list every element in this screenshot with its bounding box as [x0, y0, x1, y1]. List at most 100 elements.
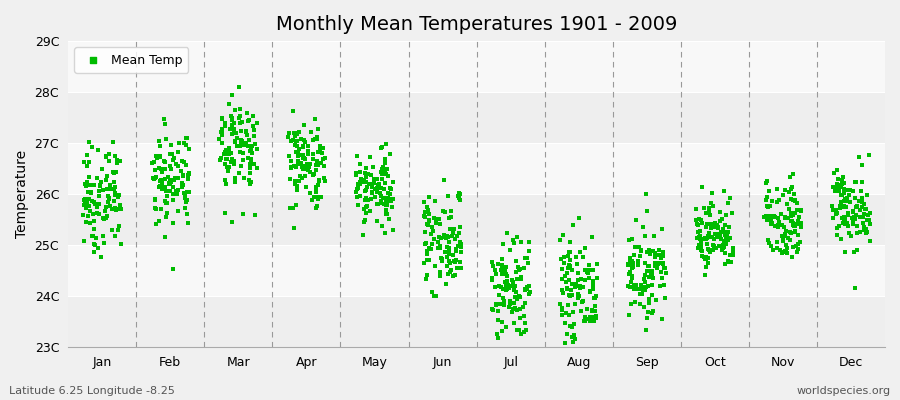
Point — [171, 175, 185, 181]
Point — [563, 239, 578, 245]
Point — [563, 292, 578, 299]
Point — [644, 310, 659, 316]
Point — [179, 135, 194, 141]
Point — [105, 169, 120, 176]
Point — [571, 295, 585, 302]
Point — [78, 183, 93, 190]
Point — [848, 195, 862, 201]
Point — [92, 210, 106, 217]
Point — [428, 220, 443, 226]
Point — [358, 164, 373, 171]
Point — [495, 264, 509, 271]
Point — [783, 237, 797, 243]
Point — [88, 235, 103, 241]
Point — [827, 170, 842, 176]
Point — [227, 158, 241, 164]
Point — [297, 155, 311, 161]
Point — [695, 253, 709, 259]
Point — [624, 279, 638, 285]
Point — [351, 201, 365, 208]
Point — [231, 84, 246, 91]
Point — [179, 161, 194, 168]
Point — [282, 130, 296, 136]
Point — [498, 278, 512, 285]
Point — [76, 202, 91, 208]
Point — [693, 233, 707, 239]
Point — [842, 230, 857, 236]
Point — [855, 179, 869, 185]
Point — [590, 314, 604, 321]
Point — [704, 220, 718, 227]
Point — [301, 143, 315, 150]
Point — [227, 161, 241, 168]
Point — [353, 161, 367, 167]
Point — [765, 198, 779, 204]
Point — [147, 158, 161, 165]
Point — [787, 223, 801, 230]
Point — [851, 154, 866, 160]
Point — [784, 210, 798, 217]
Point — [498, 268, 512, 274]
Point — [375, 222, 390, 229]
Point — [775, 234, 789, 241]
Point — [219, 147, 233, 154]
Point — [830, 232, 844, 238]
Point — [586, 286, 600, 292]
Point — [634, 285, 648, 292]
Point — [166, 157, 180, 163]
Point — [825, 214, 840, 221]
Point — [654, 255, 669, 261]
Point — [436, 234, 451, 240]
Point — [791, 232, 806, 238]
Point — [178, 192, 193, 199]
Point — [502, 247, 517, 254]
Point — [351, 185, 365, 192]
Point — [158, 158, 173, 165]
Point — [102, 158, 116, 164]
Point — [379, 141, 393, 147]
Point — [491, 261, 506, 268]
Point — [831, 224, 845, 231]
Point — [501, 285, 516, 291]
Point — [488, 267, 502, 273]
Point — [762, 202, 777, 209]
Point — [378, 196, 392, 203]
Point — [706, 236, 721, 242]
Point — [645, 268, 660, 274]
Point — [513, 266, 527, 272]
Point — [383, 190, 398, 197]
Point — [425, 224, 439, 230]
Point — [837, 203, 851, 210]
Point — [233, 112, 248, 119]
Point — [179, 198, 194, 205]
Point — [568, 301, 582, 308]
Point — [766, 247, 780, 254]
Point — [695, 184, 709, 190]
Point — [629, 282, 643, 289]
Point — [794, 224, 808, 231]
Point — [374, 200, 388, 206]
Point — [510, 264, 525, 270]
Point — [707, 230, 722, 237]
Point — [149, 174, 164, 180]
Point — [690, 228, 705, 235]
Point — [770, 239, 785, 246]
Point — [648, 250, 662, 256]
Point — [374, 185, 388, 191]
Point — [182, 188, 196, 195]
Point — [152, 184, 166, 190]
Point — [790, 245, 805, 252]
Point — [718, 229, 733, 236]
Point — [214, 116, 229, 123]
Point — [374, 190, 388, 197]
Point — [178, 195, 193, 202]
Point — [104, 186, 119, 192]
Point — [508, 258, 523, 264]
Point — [163, 150, 177, 157]
Point — [348, 172, 363, 178]
Point — [512, 292, 526, 299]
Point — [351, 185, 365, 192]
Point — [83, 220, 97, 226]
Point — [554, 305, 569, 311]
Point — [154, 206, 168, 212]
